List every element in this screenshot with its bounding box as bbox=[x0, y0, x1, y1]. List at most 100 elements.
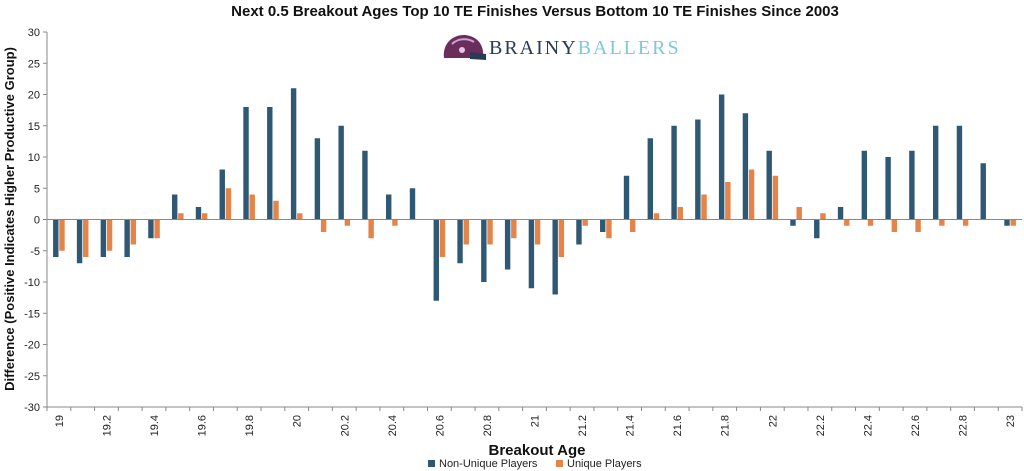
bar-unique bbox=[748, 169, 755, 220]
bar-non-unique bbox=[671, 125, 677, 220]
x-tick-label: 23 bbox=[1005, 415, 1017, 427]
bar-unique bbox=[630, 219, 636, 232]
bar-non-unique bbox=[718, 94, 725, 220]
bar-unique bbox=[106, 219, 113, 251]
x-tick-label: 19.2 bbox=[101, 415, 113, 436]
bar-non-unique bbox=[742, 113, 749, 220]
x-tick-label: 19.8 bbox=[244, 415, 256, 436]
bar-unique bbox=[344, 219, 351, 226]
bar-unique bbox=[534, 219, 541, 245]
bar-unique bbox=[487, 219, 493, 245]
x-tick-label: 19 bbox=[54, 415, 66, 427]
x-axis-label: Breakout Age bbox=[489, 442, 586, 459]
bar-unique bbox=[297, 213, 303, 220]
y-tick-label: -25 bbox=[24, 371, 40, 383]
bar-unique bbox=[178, 213, 184, 220]
bar-non-unique bbox=[433, 219, 439, 301]
bar-unique bbox=[725, 182, 731, 220]
bar-non-unique bbox=[53, 219, 59, 257]
bar-unique bbox=[59, 219, 65, 251]
x-tick-label: 22.2 bbox=[815, 415, 827, 436]
x-tick-label: 19.6 bbox=[197, 415, 209, 436]
bar-non-unique bbox=[766, 150, 772, 220]
logo-word-brainy: BRAINY bbox=[489, 37, 578, 59]
y-tick-label: -30 bbox=[24, 402, 40, 414]
bar-non-unique bbox=[409, 188, 416, 220]
bar-non-unique bbox=[695, 119, 701, 220]
bar-unique bbox=[249, 194, 255, 220]
bar-non-unique bbox=[552, 219, 558, 295]
x-tick-label: 21.8 bbox=[720, 415, 732, 436]
bar-non-unique bbox=[219, 169, 225, 220]
bar-non-unique bbox=[267, 107, 273, 220]
bar-non-unique bbox=[837, 207, 844, 220]
x-tick-label: 22 bbox=[767, 415, 779, 427]
bar-non-unique bbox=[290, 88, 297, 220]
football-helmet-icon bbox=[443, 34, 486, 60]
x-axis-ticks: 19 19.2 19.4 19.6 19.8 20 20.2 20.4 20.6 20.8 21 21… bbox=[46, 407, 1023, 436]
x-tick-label: 20.8 bbox=[482, 415, 494, 436]
x-tick-label: 20.4 bbox=[387, 415, 399, 436]
bar-non-unique bbox=[814, 219, 820, 239]
y-tick-label: 0 bbox=[34, 215, 40, 227]
bar-non-unique bbox=[124, 219, 130, 257]
legend-swatch-non-unique bbox=[428, 460, 435, 467]
bar-unique bbox=[796, 207, 802, 220]
legend-swatch-unique bbox=[556, 460, 563, 467]
bar-unique bbox=[653, 213, 660, 220]
bar-non-unique bbox=[576, 219, 582, 245]
bar-non-unique bbox=[148, 219, 154, 239]
bar-unique bbox=[439, 219, 446, 257]
svg-text:BRAINYBALLERS: BRAINYBALLERS bbox=[489, 37, 681, 59]
y-tick-label: -5 bbox=[30, 246, 40, 258]
bar-unique bbox=[83, 219, 89, 257]
bar-unique bbox=[844, 219, 850, 226]
y-tick-label: 30 bbox=[28, 27, 40, 39]
bar-non-unique bbox=[861, 150, 868, 220]
bar-unique bbox=[368, 219, 374, 239]
bar-non-unique bbox=[314, 138, 321, 220]
bar-unique bbox=[772, 175, 779, 220]
bar-unique bbox=[130, 219, 137, 245]
bar-unique bbox=[962, 219, 969, 226]
bar-unique bbox=[606, 219, 612, 239]
bar-non-unique bbox=[909, 150, 915, 220]
logo-word-ballers: BALLERS bbox=[578, 37, 681, 59]
bars bbox=[53, 88, 1016, 301]
x-tick-label: 22.6 bbox=[910, 415, 922, 436]
y-tick-label: -10 bbox=[24, 277, 40, 289]
x-tick-label: 21 bbox=[530, 415, 542, 427]
bar-unique bbox=[154, 219, 160, 239]
bar-unique bbox=[582, 219, 588, 226]
bar-non-unique bbox=[932, 125, 939, 220]
bar-non-unique bbox=[171, 194, 178, 220]
bar-unique bbox=[820, 213, 826, 220]
bar-non-unique bbox=[504, 219, 511, 270]
bar-non-unique bbox=[481, 219, 487, 282]
x-tick-label: 20.2 bbox=[339, 415, 351, 436]
y-tick-label: 5 bbox=[34, 183, 40, 195]
bar-unique bbox=[463, 219, 469, 245]
bar-unique bbox=[392, 219, 398, 226]
bar-non-unique bbox=[647, 138, 653, 220]
bar-non-unique bbox=[457, 219, 463, 264]
bar-non-unique bbox=[100, 219, 107, 257]
chart-title: Next 0.5 Breakout Ages Top 10 TE Finishe… bbox=[231, 3, 839, 20]
x-tick-label: 20.6 bbox=[434, 415, 446, 436]
bar-non-unique bbox=[528, 219, 535, 289]
y-tick-label: 25 bbox=[28, 58, 40, 70]
y-tick-label: 15 bbox=[28, 121, 40, 133]
bar-unique bbox=[1010, 219, 1016, 226]
legend-label-unique: Unique Players bbox=[567, 458, 642, 470]
y-axis-label: Difference (Positive Indicates Higher Pr… bbox=[2, 47, 17, 391]
x-tick-label: 21.2 bbox=[577, 415, 589, 436]
bar-unique bbox=[201, 213, 208, 220]
bar-unique bbox=[225, 188, 232, 220]
brand-logo: BRAINYBALLERS bbox=[443, 34, 681, 60]
bar-unique bbox=[677, 207, 683, 220]
bar-non-unique bbox=[195, 207, 202, 220]
bar-non-unique bbox=[1004, 219, 1010, 226]
bar-unique bbox=[939, 219, 945, 226]
bar-non-unique bbox=[956, 125, 963, 220]
bar-non-unique bbox=[76, 219, 83, 264]
